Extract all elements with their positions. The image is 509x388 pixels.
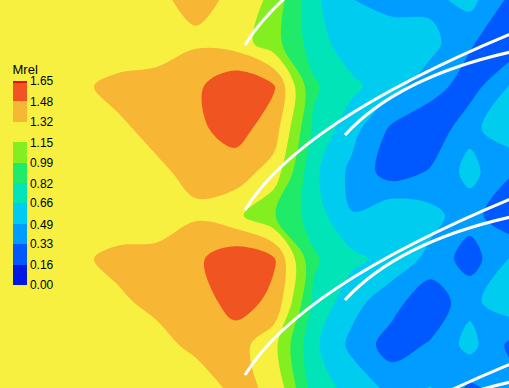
svg-text:0.99: 0.99 [30, 156, 54, 170]
svg-text:1.65: 1.65 [30, 74, 54, 88]
svg-text:0.66: 0.66 [30, 196, 54, 210]
svg-text:1.32: 1.32 [30, 115, 54, 129]
svg-text:0.82: 0.82 [30, 177, 54, 191]
svg-text:Mrel: Mrel [13, 62, 38, 77]
svg-text:1.15: 1.15 [30, 136, 54, 150]
svg-text:0.33: 0.33 [30, 237, 54, 251]
svg-text:0.00: 0.00 [30, 278, 54, 292]
svg-text:0.16: 0.16 [30, 258, 54, 272]
svg-text:1.48: 1.48 [30, 95, 54, 109]
svg-text:0.49: 0.49 [30, 218, 54, 232]
